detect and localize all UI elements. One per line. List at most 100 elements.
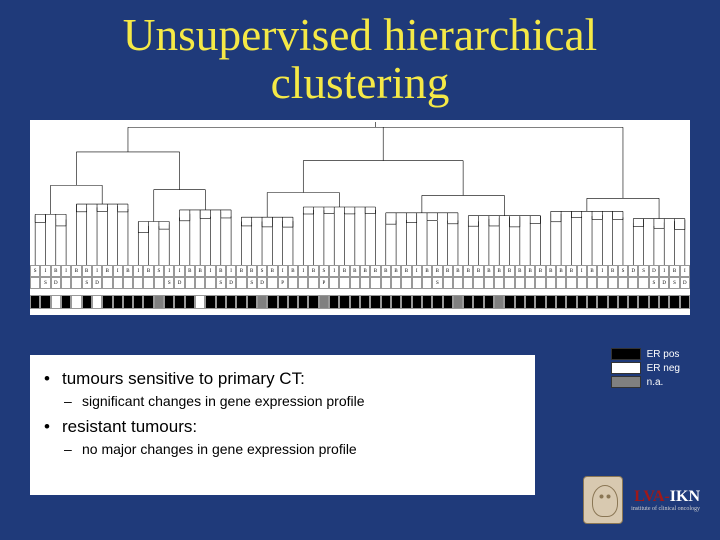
sample-cell: D <box>92 277 102 289</box>
sample-cell <box>401 295 411 309</box>
sample-cell <box>463 277 473 289</box>
sample-cell <box>608 277 618 289</box>
sample-cell <box>535 295 545 309</box>
sample-cell: S <box>649 277 659 289</box>
sample-cell <box>113 295 123 309</box>
bullet-2: resistant tumours: <box>62 417 517 437</box>
sample-cell <box>370 295 380 309</box>
sample-cell: I <box>680 265 690 277</box>
sample-cell <box>308 277 318 289</box>
sample-cell <box>143 277 153 289</box>
sample-cell: B <box>504 265 514 277</box>
sample-cell: B <box>102 265 112 277</box>
sample-cell: D <box>659 277 669 289</box>
sample-cell <box>133 295 143 309</box>
sample-cell <box>525 295 535 309</box>
sample-cell: I <box>133 265 143 277</box>
sample-cell: B <box>143 265 153 277</box>
sample-cell <box>298 295 308 309</box>
sample-cell <box>484 295 494 309</box>
title-line2: clustering <box>0 60 720 108</box>
sample-cell: B <box>247 265 257 277</box>
sample-cell <box>412 295 422 309</box>
sample-cell: S <box>164 277 174 289</box>
bullet-2-text: resistant tumours: <box>62 417 197 436</box>
logo-text-block: LVA-IKN institute of clinical oncology <box>631 488 700 512</box>
legend-item: ER neg <box>611 362 680 374</box>
bullet-1-sub: significant changes in gene expression p… <box>82 393 517 409</box>
sample-cell <box>113 277 123 289</box>
sample-cell: I <box>412 265 422 277</box>
sample-cell: I <box>61 265 71 277</box>
dendrogram-tree <box>30 120 690 265</box>
institute-logo: LVA-IKN institute of clinical oncology <box>583 476 700 524</box>
sample-cell <box>453 277 463 289</box>
sample-cell <box>669 295 679 309</box>
sample-cell: B <box>525 265 535 277</box>
sample-cell <box>525 277 535 289</box>
sample-cell <box>473 295 483 309</box>
sample-cell: I <box>329 265 339 277</box>
sample-cell <box>360 295 370 309</box>
sample-cell <box>649 295 659 309</box>
sample-cell: B <box>432 265 442 277</box>
er-status-row <box>30 295 690 309</box>
sample-cell: S <box>30 265 40 277</box>
sample-cell: I <box>164 265 174 277</box>
sample-cell: S <box>618 265 628 277</box>
legend-label: ER pos <box>647 349 680 360</box>
sample-cell: B <box>453 265 463 277</box>
sample-cell <box>608 295 618 309</box>
sample-cell <box>494 295 504 309</box>
legend-item: n.a. <box>611 376 680 388</box>
sample-cell: I <box>40 265 50 277</box>
legend-item: ER pos <box>611 348 680 360</box>
sample-cell: B <box>123 265 133 277</box>
er-legend: ER pos ER neg n.a. <box>611 348 680 390</box>
sample-cell <box>546 277 556 289</box>
sample-cell <box>628 295 638 309</box>
sample-cell: D <box>51 277 61 289</box>
sample-cell: B <box>546 265 556 277</box>
sample-cell <box>236 277 246 289</box>
sample-cell: S <box>319 265 329 277</box>
sample-cell: B <box>216 265 226 277</box>
sample-cell <box>154 295 164 309</box>
sample-cell <box>370 277 380 289</box>
sample-cell: B <box>587 265 597 277</box>
sample-cell: I <box>278 265 288 277</box>
sample-cell <box>350 277 360 289</box>
sample-cell <box>288 295 298 309</box>
sample-cell <box>195 277 205 289</box>
sample-cell <box>123 277 133 289</box>
sample-cell <box>350 295 360 309</box>
legend-swatch <box>611 348 641 360</box>
sample-cell <box>205 295 215 309</box>
sample-cell <box>205 277 215 289</box>
sample-cell <box>422 295 432 309</box>
sample-cell <box>236 295 246 309</box>
sample-cell <box>535 277 545 289</box>
sample-cell <box>566 277 576 289</box>
sample-cell <box>257 295 267 309</box>
sample-cell: P <box>319 277 329 289</box>
sample-cell <box>123 295 133 309</box>
sample-cell <box>164 295 174 309</box>
sample-cell <box>267 277 277 289</box>
sample-cell <box>628 277 638 289</box>
sample-cell <box>143 295 153 309</box>
sample-cell <box>618 295 628 309</box>
sample-cell: S <box>82 277 92 289</box>
sample-cell: I <box>113 265 123 277</box>
sample-cell <box>597 277 607 289</box>
sample-cell <box>412 277 422 289</box>
title-line1: Unsupervised hierarchical <box>0 12 720 60</box>
sample-cell: B <box>443 265 453 277</box>
sample-cell <box>401 277 411 289</box>
sample-cell <box>484 277 494 289</box>
sample-cell <box>577 277 587 289</box>
sample-cell <box>216 295 226 309</box>
sample-cell: B <box>236 265 246 277</box>
bullet-1: tumours sensitive to primary CT: <box>62 369 517 389</box>
logo-face-icon <box>583 476 623 524</box>
